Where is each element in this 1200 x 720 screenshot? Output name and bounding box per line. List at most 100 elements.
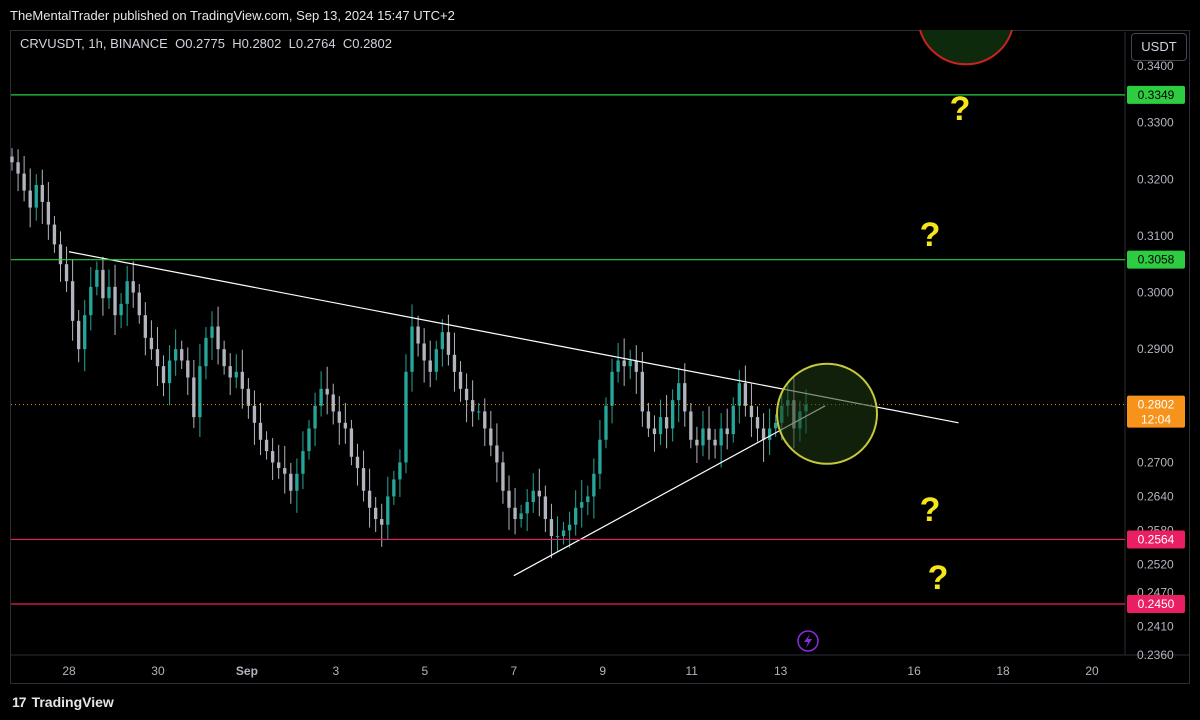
candle-body-4 xyxy=(34,184,38,208)
candle-body-98 xyxy=(604,405,608,440)
x-tick-label-2: Sep xyxy=(236,664,258,678)
candle-body-99 xyxy=(610,371,614,406)
candle-body-2 xyxy=(22,173,26,191)
candle-body-10 xyxy=(70,281,75,321)
level-badge-label-2: 0.2564 xyxy=(1138,532,1175,546)
candle-body-17 xyxy=(113,286,117,316)
high-key: H xyxy=(232,36,242,51)
candle-body-83 xyxy=(513,507,517,520)
candle-body-31 xyxy=(198,366,202,418)
candle-body-50 xyxy=(313,405,317,429)
lightning-bolt-icon xyxy=(804,634,812,648)
candle-body-61 xyxy=(380,519,384,525)
top-red-circle-marker xyxy=(919,29,1013,66)
candle-body-102 xyxy=(628,360,632,367)
x-tick-label-6: 9 xyxy=(599,664,606,678)
candle-body-46 xyxy=(289,473,293,491)
lightning-icon xyxy=(797,630,819,652)
candle-body-78 xyxy=(483,411,487,429)
candle-body-0 xyxy=(10,156,14,163)
x-tick-label-8: 13 xyxy=(774,664,788,678)
x-tick-label-5: 7 xyxy=(510,664,517,678)
level-badge-label-1: 0.3058 xyxy=(1138,253,1175,267)
candle-body-103 xyxy=(634,360,638,372)
candle-body-80 xyxy=(495,445,499,463)
candle-body-87 xyxy=(537,490,541,497)
candle-body-21 xyxy=(137,292,141,316)
candle-body-79 xyxy=(489,428,493,446)
candle-body-67 xyxy=(416,326,420,344)
candle-body-53 xyxy=(331,394,335,412)
candle-body-3 xyxy=(28,190,32,208)
candle-body-12 xyxy=(83,315,87,350)
ohlc-legend: CRVUSDT, 1h, BINANCE O0.2775 H0.2802 L0.… xyxy=(20,36,392,51)
candle-body-75 xyxy=(464,388,469,401)
x-tick-label-10: 18 xyxy=(996,664,1010,678)
candle-body-1 xyxy=(16,162,20,174)
candle-body-118 xyxy=(725,428,729,435)
candle-body-34 xyxy=(216,326,220,350)
x-tick-label-3: 3 xyxy=(333,664,340,678)
candle-body-22 xyxy=(143,315,148,338)
candle-body-71 xyxy=(440,332,445,350)
candle-body-23 xyxy=(149,337,154,350)
candle-body-95 xyxy=(586,496,590,503)
candle-body-54 xyxy=(337,411,341,423)
x-tick-label-11: 20 xyxy=(1085,664,1099,678)
candle-body-109 xyxy=(670,400,675,429)
candle-body-16 xyxy=(107,286,111,299)
candle-body-89 xyxy=(549,519,554,537)
candle-body-25 xyxy=(161,366,166,384)
candle-body-62 xyxy=(386,496,390,525)
candle-body-65 xyxy=(404,371,408,463)
candle-body-42 xyxy=(264,439,269,452)
y-tick-label-12: 0.2360 xyxy=(1137,648,1174,662)
currency-button[interactable]: USDT xyxy=(1131,33,1187,61)
candle-body-72 xyxy=(446,332,451,355)
candle-body-13 xyxy=(89,286,93,316)
current-price-badge xyxy=(1127,395,1185,428)
open-value: 0.2775 xyxy=(185,36,225,51)
y-tick-label-11: 0.2410 xyxy=(1137,620,1174,634)
candle-body-100 xyxy=(616,360,620,372)
candle-body-108 xyxy=(664,417,669,429)
candle-body-20 xyxy=(131,281,135,293)
candle-body-112 xyxy=(689,411,693,440)
high-value: 0.2802 xyxy=(241,36,282,51)
candle-body-44 xyxy=(277,462,281,469)
candle-body-18 xyxy=(119,303,123,316)
symbol-label: CRVUSDT, 1h, BINANCE xyxy=(20,36,168,51)
candle-body-14 xyxy=(95,269,99,287)
candle-body-114 xyxy=(701,428,705,446)
candle-body-56 xyxy=(349,428,354,457)
candle-body-63 xyxy=(392,479,396,497)
candle-body-33 xyxy=(210,326,214,338)
candle-body-24 xyxy=(155,349,160,367)
candle-body-60 xyxy=(373,507,378,520)
x-tick-label-0: 28 xyxy=(62,664,76,678)
x-tick-label-7: 11 xyxy=(685,664,698,678)
x-tick-label-9: 16 xyxy=(907,664,921,678)
y-tick-label-7: 0.2640 xyxy=(1137,489,1174,503)
close-value: 0.2802 xyxy=(352,36,392,51)
question-mark-0: ? xyxy=(950,90,971,128)
level-badge-2 xyxy=(1127,530,1185,549)
price-chart[interactable]: 0.3400 0.3300 0.3200 0.3100 0.3000 0.2900 0.27… xyxy=(0,0,1200,684)
low-value: 0.2764 xyxy=(295,36,336,51)
candle-body-77 xyxy=(477,411,481,413)
candle-body-37 xyxy=(234,371,238,378)
candle-body-7 xyxy=(52,224,57,245)
tradingview-mark-icon: 17 xyxy=(12,694,27,710)
level-badge-3 xyxy=(1127,595,1185,614)
candle-body-81 xyxy=(501,462,505,491)
candle-body-40 xyxy=(252,405,257,423)
y-tick-label-9: 0.2520 xyxy=(1137,557,1174,571)
x-tick-label-1: 30 xyxy=(151,664,165,678)
candle-body-11 xyxy=(77,320,81,350)
candle-body-30 xyxy=(192,377,196,418)
candle-body-38 xyxy=(240,371,244,389)
candle-body-64 xyxy=(398,462,402,480)
tradingview-logo[interactable]: 17 TradingView xyxy=(12,694,114,710)
candle-body-68 xyxy=(422,343,426,361)
publisher-header: TheMentalTrader published on TradingView… xyxy=(0,0,1200,32)
